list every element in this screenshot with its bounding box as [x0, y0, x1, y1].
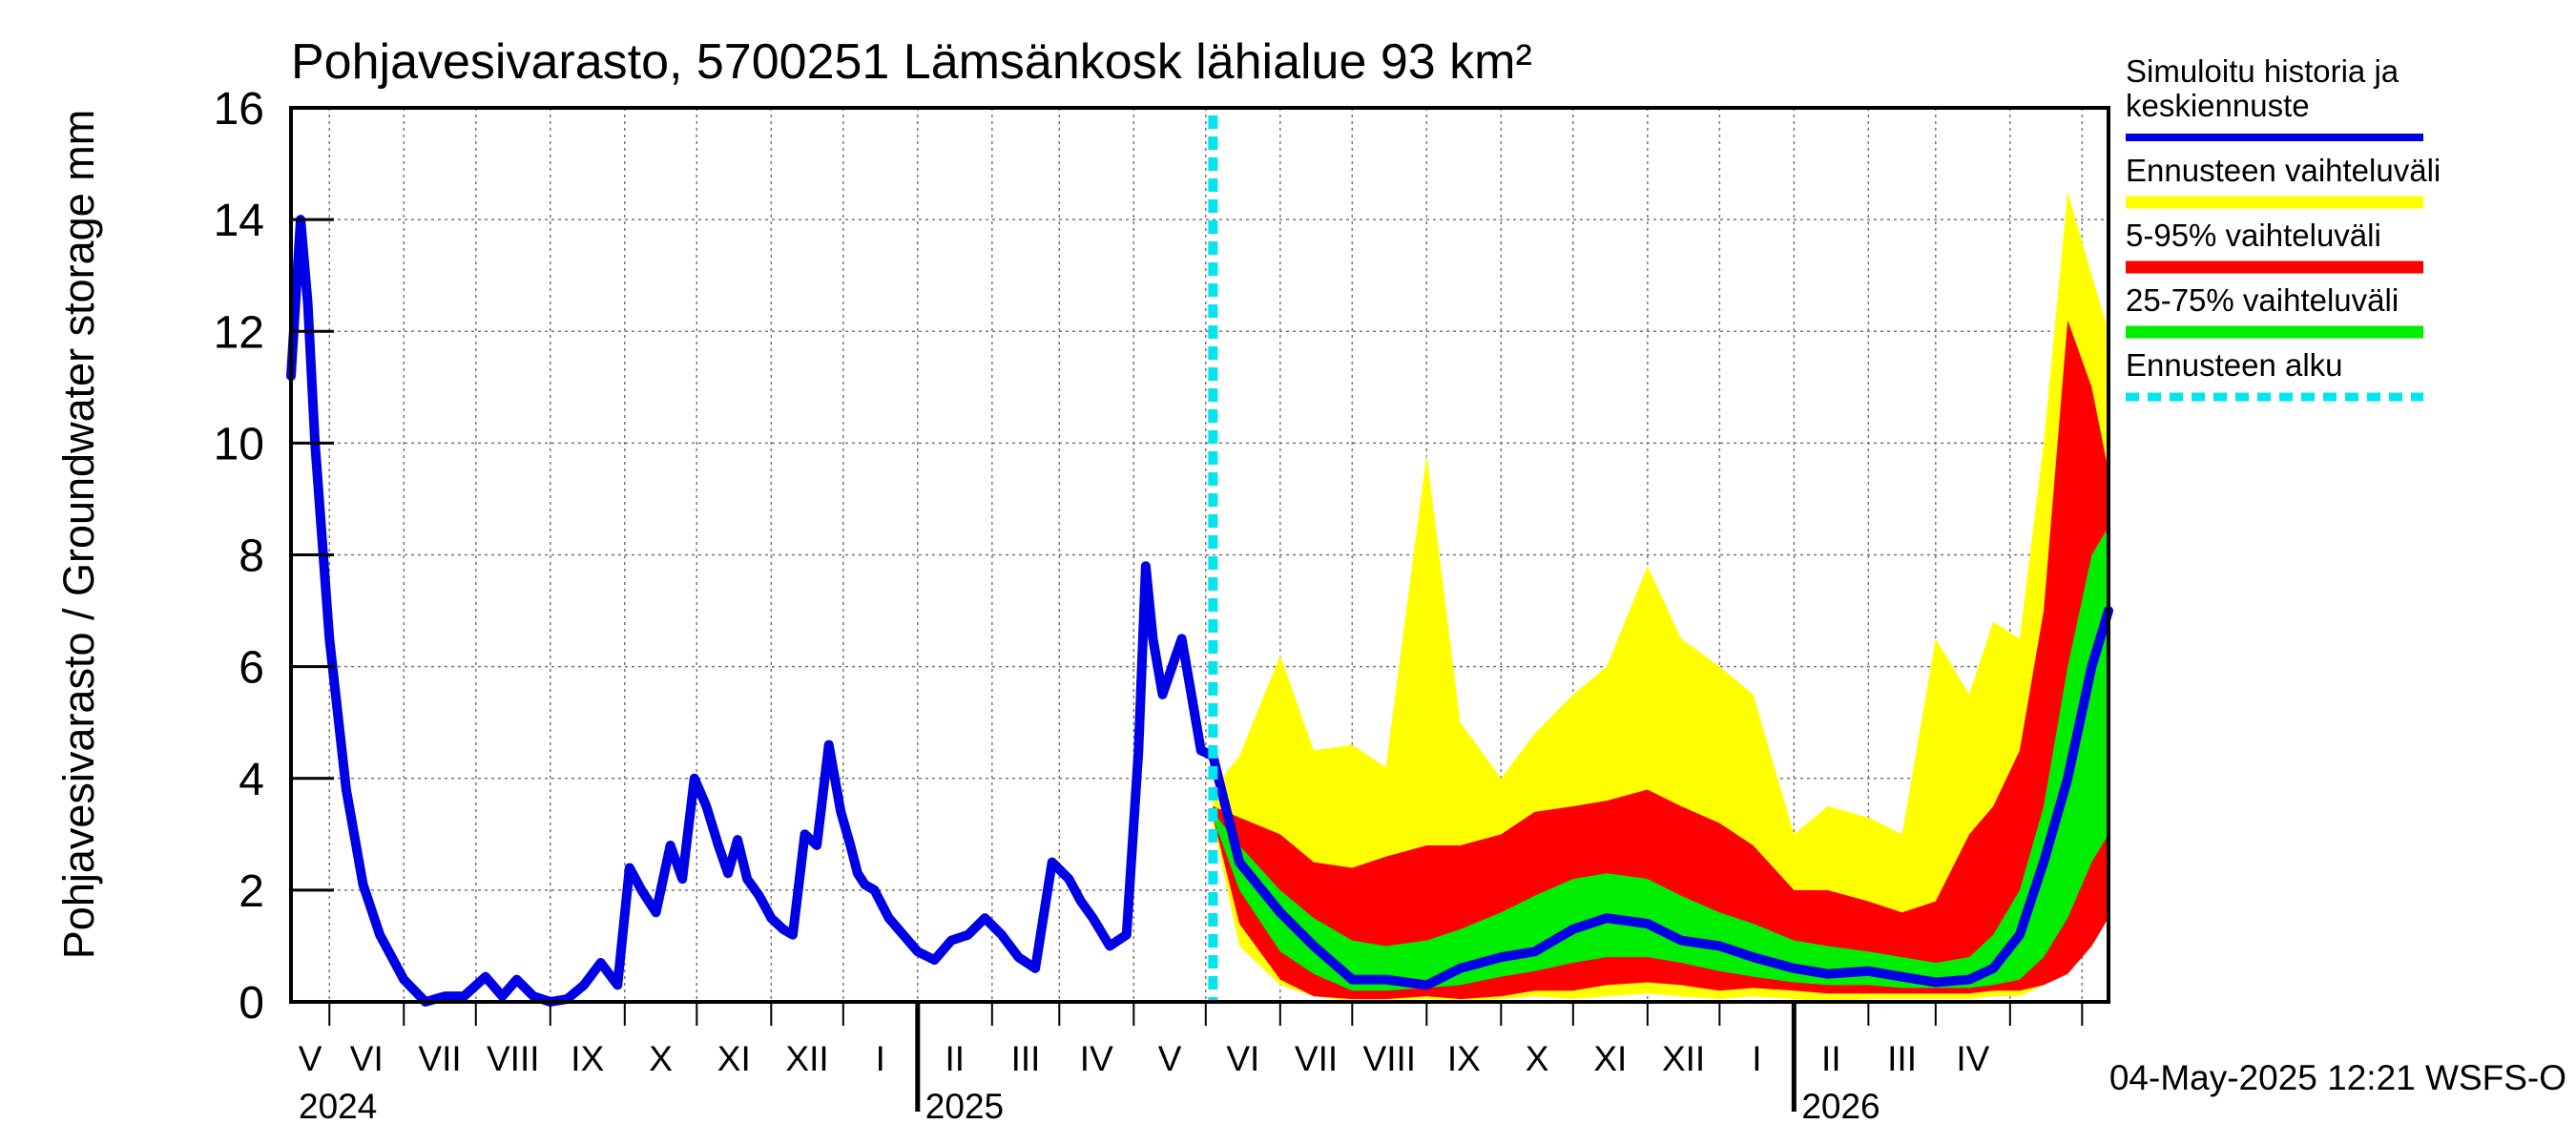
month-label: III — [1011, 1039, 1041, 1078]
plot-frame — [289, 106, 2110, 1004]
y-tick-label: 10 — [214, 419, 264, 469]
year-label: 2026 — [1801, 1087, 1880, 1126]
month-label: V — [1158, 1039, 1182, 1078]
legend-label-2: 5-95% vaihteluväli — [2126, 218, 2381, 253]
legend: Simuloitu historia ja keskiennuste Ennuste… — [2126, 53, 2441, 402]
month-label: XII — [785, 1039, 828, 1078]
month-label: VI — [350, 1039, 384, 1078]
year-label: 2025 — [925, 1087, 1004, 1126]
y-tick-label: 16 — [214, 84, 264, 135]
year-label: 2024 — [299, 1087, 377, 1126]
legend-label-line: Ennusteen alku — [2126, 347, 2343, 383]
legend-label-line: 5-95% vaihteluväli — [2126, 218, 2381, 253]
legend-label-line: 25-75% vaihteluväli — [2126, 282, 2399, 318]
y-tick-label: 8 — [239, 531, 264, 582]
legend-label-line: Ennusteen vaihteluväli — [2126, 153, 2441, 188]
month-label: IX — [571, 1039, 604, 1078]
x-axis-labels: V VI VII VIII IX X XI XII I II III IV V VI VII VIII IX X X… — [299, 1039, 1990, 1126]
chart-title: Pohjavesivarasto, 5700251 Lämsänkosk läh… — [291, 34, 1532, 90]
month-label: III — [1887, 1039, 1917, 1078]
band-0 — [1213, 191, 2109, 1002]
y-tick-label: 14 — [214, 196, 264, 246]
y-tick-label: 12 — [214, 307, 264, 358]
month-label: X — [649, 1039, 673, 1078]
y-axis-label: Pohjavesivarasto / Groundwater storage m… — [54, 110, 103, 959]
month-label: VII — [1295, 1039, 1338, 1078]
month-label: VII — [418, 1039, 461, 1078]
month-label: V — [299, 1039, 322, 1078]
y-tick-label: 6 — [239, 643, 264, 694]
month-label: VIII — [487, 1039, 540, 1078]
axes — [289, 106, 2110, 1112]
month-label: VI — [1226, 1039, 1259, 1078]
y-axis-ticks: 0 2 4 6 8 10 12 14 16 — [214, 84, 264, 1029]
month-label: IX — [1447, 1039, 1481, 1078]
timestamp-label: 04-May-2025 12:21 WSFS-O — [2109, 1058, 2566, 1097]
legend-label-line: Simuloitu historia ja — [2126, 53, 2399, 89]
legend-label-1: Ennusteen vaihteluväli — [2126, 153, 2441, 188]
month-label: VIII — [1363, 1039, 1417, 1078]
legend-label-4: Ennusteen alku — [2126, 347, 2343, 383]
legend-label-0: Simuloitu historia ja keskiennuste — [2126, 53, 2399, 123]
y-tick-label: 0 — [239, 978, 264, 1029]
band-2 — [1213, 527, 2109, 991]
month-label: I — [876, 1039, 885, 1078]
month-label: X — [1526, 1039, 1549, 1078]
month-label: IV — [1080, 1039, 1113, 1078]
month-label: II — [1821, 1039, 1841, 1078]
legend-label-3: 25-75% vaihteluväli — [2126, 282, 2399, 318]
y-tick-label: 2 — [239, 866, 264, 917]
month-label: IV — [1956, 1039, 1989, 1078]
month-label: XI — [717, 1039, 751, 1078]
month-label: II — [945, 1039, 966, 1078]
month-label: XI — [1593, 1039, 1627, 1078]
month-label: XII — [1662, 1039, 1705, 1078]
y-tick-label: 4 — [239, 755, 264, 805]
legend-label-line: keskiennuste — [2126, 88, 2310, 123]
month-label: I — [1752, 1039, 1761, 1078]
